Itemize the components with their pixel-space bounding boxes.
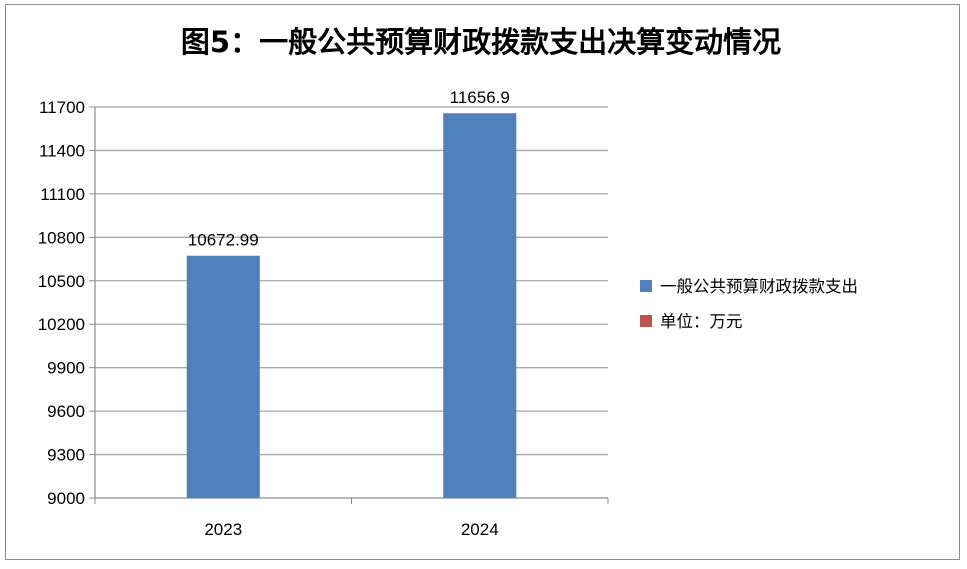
y-tick-label: 10800	[38, 228, 85, 247]
x-tick-labels: 2023 2024	[204, 520, 498, 539]
gridlines	[95, 106, 608, 456]
y-tick-label: 9600	[47, 402, 85, 421]
y-tick-label: 10500	[38, 272, 85, 291]
y-tick-labels: 9000 9300 9600 9900 10200 10500 10800 11100 1140…	[38, 98, 85, 508]
y-tick-label: 9900	[47, 359, 85, 378]
y-tick-label: 11700	[39, 98, 85, 117]
legend-label: 一般公共预算财政拨款支出	[660, 277, 858, 296]
bar-2024	[443, 113, 517, 498]
legend-swatch	[640, 315, 652, 327]
bars	[186, 113, 517, 498]
x-tick-label-2024: 2024	[461, 520, 499, 539]
axes	[89, 106, 609, 504]
data-labels: 10672.99 11656.9	[188, 88, 510, 249]
y-tick-label: 9000	[47, 489, 85, 508]
y-tick-label: 9300	[47, 446, 85, 465]
data-label-2023: 10672.99	[188, 231, 259, 250]
y-tick-label: 10200	[38, 315, 85, 334]
chart-title: 图5：一般公共预算财政拨款支出决算变动情况	[181, 25, 781, 59]
legend-swatch	[640, 280, 652, 292]
y-tick-label: 11400	[39, 141, 85, 160]
y-tick-label: 11100	[40, 185, 85, 204]
legend-label: 单位：万元	[660, 312, 743, 331]
data-label-2024: 11656.9	[450, 88, 510, 107]
x-tick-label-2023: 2023	[204, 520, 242, 539]
bar-2023	[186, 255, 260, 498]
